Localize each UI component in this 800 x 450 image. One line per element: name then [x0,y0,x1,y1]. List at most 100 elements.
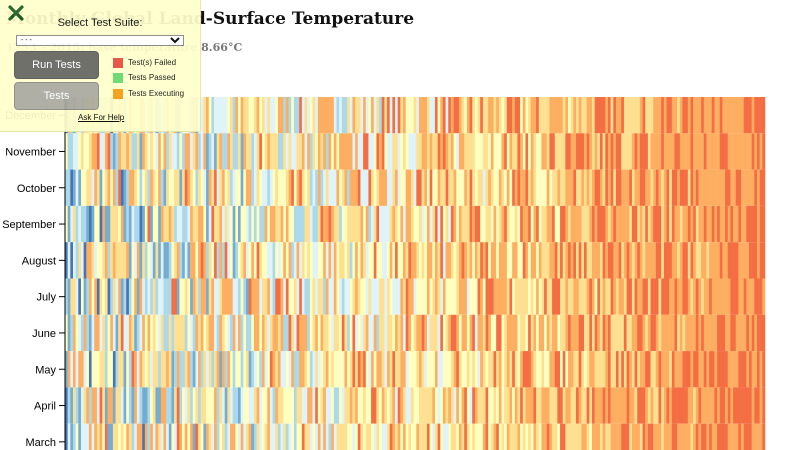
heatmap-cell [91,169,95,206]
heatmap-cell [725,205,728,243]
close-x-icon[interactable] [7,4,25,22]
heatmap-cell [243,278,247,315]
heatmap-cell [749,97,752,134]
heatmap-cell [104,242,108,279]
heatmap-cell [147,205,151,243]
heatmap-cell [746,242,750,279]
heatmap-cell [456,133,460,170]
heatmap-cell [762,242,766,279]
heatmap-cell [320,423,324,450]
heatmap-cell [504,351,508,388]
heatmap-cell [269,97,273,134]
heatmap-cell [272,205,276,243]
heatmap-cell [514,423,518,450]
heatmap-cell [533,133,537,170]
heatmap-cell [512,387,516,424]
heatmap-cell [405,205,409,243]
heatmap-cell [669,423,673,450]
heatmap-cell [496,242,500,279]
heatmap-cell [325,169,329,206]
heatmap-cell [695,169,699,206]
heatmap-cell [331,242,335,279]
heatmap-cell [586,423,590,450]
heatmap-cell [379,278,382,315]
heatmap-cell [418,169,422,206]
heatmap-cell [387,242,390,279]
heatmap-cell [445,278,449,315]
heatmap-cell [192,242,196,279]
heatmap-cell [397,278,401,315]
heatmap-cell [355,205,359,243]
heatmap-cell [166,314,170,352]
heatmap-cell [714,387,718,424]
heatmap-cell [578,351,582,388]
heatmap-cell [373,423,377,450]
heatmap-cell [480,205,484,243]
heatmap-cell [666,387,670,424]
heatmap-cell [698,97,702,134]
heatmap-cell [565,97,569,134]
heatmap-cell [458,351,462,388]
ask-for-help-link[interactable]: Ask For Help [78,113,125,122]
heatmap-cell [730,387,734,424]
heatmap-cell [581,242,585,279]
heatmap-cell [517,387,521,424]
heatmap-cell [647,314,651,352]
heatmap-cell [562,314,566,352]
heatmap-cell [562,97,566,134]
heatmap-cell [504,133,508,170]
heatmap-cell [256,133,260,170]
heatmap-cell [418,314,422,352]
heatmap-cell [144,278,148,315]
heatmap-cell [83,278,87,315]
heatmap-cell [749,133,752,170]
heatmap-cell [498,133,502,170]
heatmap-cell [152,314,156,352]
heatmap-cell [65,351,68,388]
heatmap-cell [509,169,513,206]
heatmap-cell [107,205,111,243]
heatmap-cell [190,242,194,279]
heatmap-cell [352,387,356,424]
heatmap-cell [541,133,545,170]
heatmap-cell [107,278,111,315]
heatmap-cell [408,242,412,279]
heatmap-cell [618,169,622,206]
heatmap-cell [184,278,188,315]
heatmap-cell [224,278,228,315]
heatmap-cell [706,278,710,315]
heatmap-cell [355,351,359,388]
heatmap-cell [418,205,422,243]
heatmap-cell [613,278,617,315]
heatmap-cell [256,351,260,388]
heatmap-cell [264,278,268,315]
run-tests-button[interactable]: Run Tests [14,51,99,79]
heatmap-cell [158,351,162,388]
heatmap-cell [504,169,508,206]
test-suite-select[interactable]: - - - [16,35,184,46]
heatmap-cell [373,278,377,315]
heatmap-cell [429,278,433,315]
heatmap-cell [623,351,627,388]
heatmap-cell [251,423,255,450]
heatmap-cell [251,169,255,206]
heatmap-cell [400,97,404,134]
heatmap-cell [530,205,534,243]
heatmap-cell [371,351,374,388]
heatmap-cell [429,205,433,243]
heatmap-cell [224,169,228,206]
heatmap-cell [136,133,140,170]
heatmap-cell [626,97,630,134]
heatmap-cell [323,242,327,279]
heatmap-cell [238,169,241,206]
heatmap-cell [642,205,646,243]
heatmap-cell [253,314,257,352]
heatmap-cell [485,351,489,388]
heatmap-cell [717,351,720,388]
tests-button[interactable]: Tests [14,82,99,110]
heatmap-cell [341,278,345,315]
heatmap-cell [725,242,728,279]
heatmap-cell [219,387,223,424]
heatmap-cell [645,351,649,388]
heatmap-cell [759,423,763,450]
